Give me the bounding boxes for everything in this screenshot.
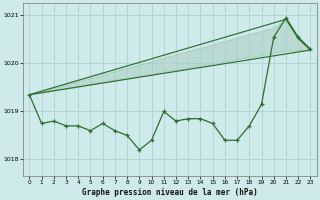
X-axis label: Graphe pression niveau de la mer (hPa): Graphe pression niveau de la mer (hPa): [82, 188, 258, 197]
